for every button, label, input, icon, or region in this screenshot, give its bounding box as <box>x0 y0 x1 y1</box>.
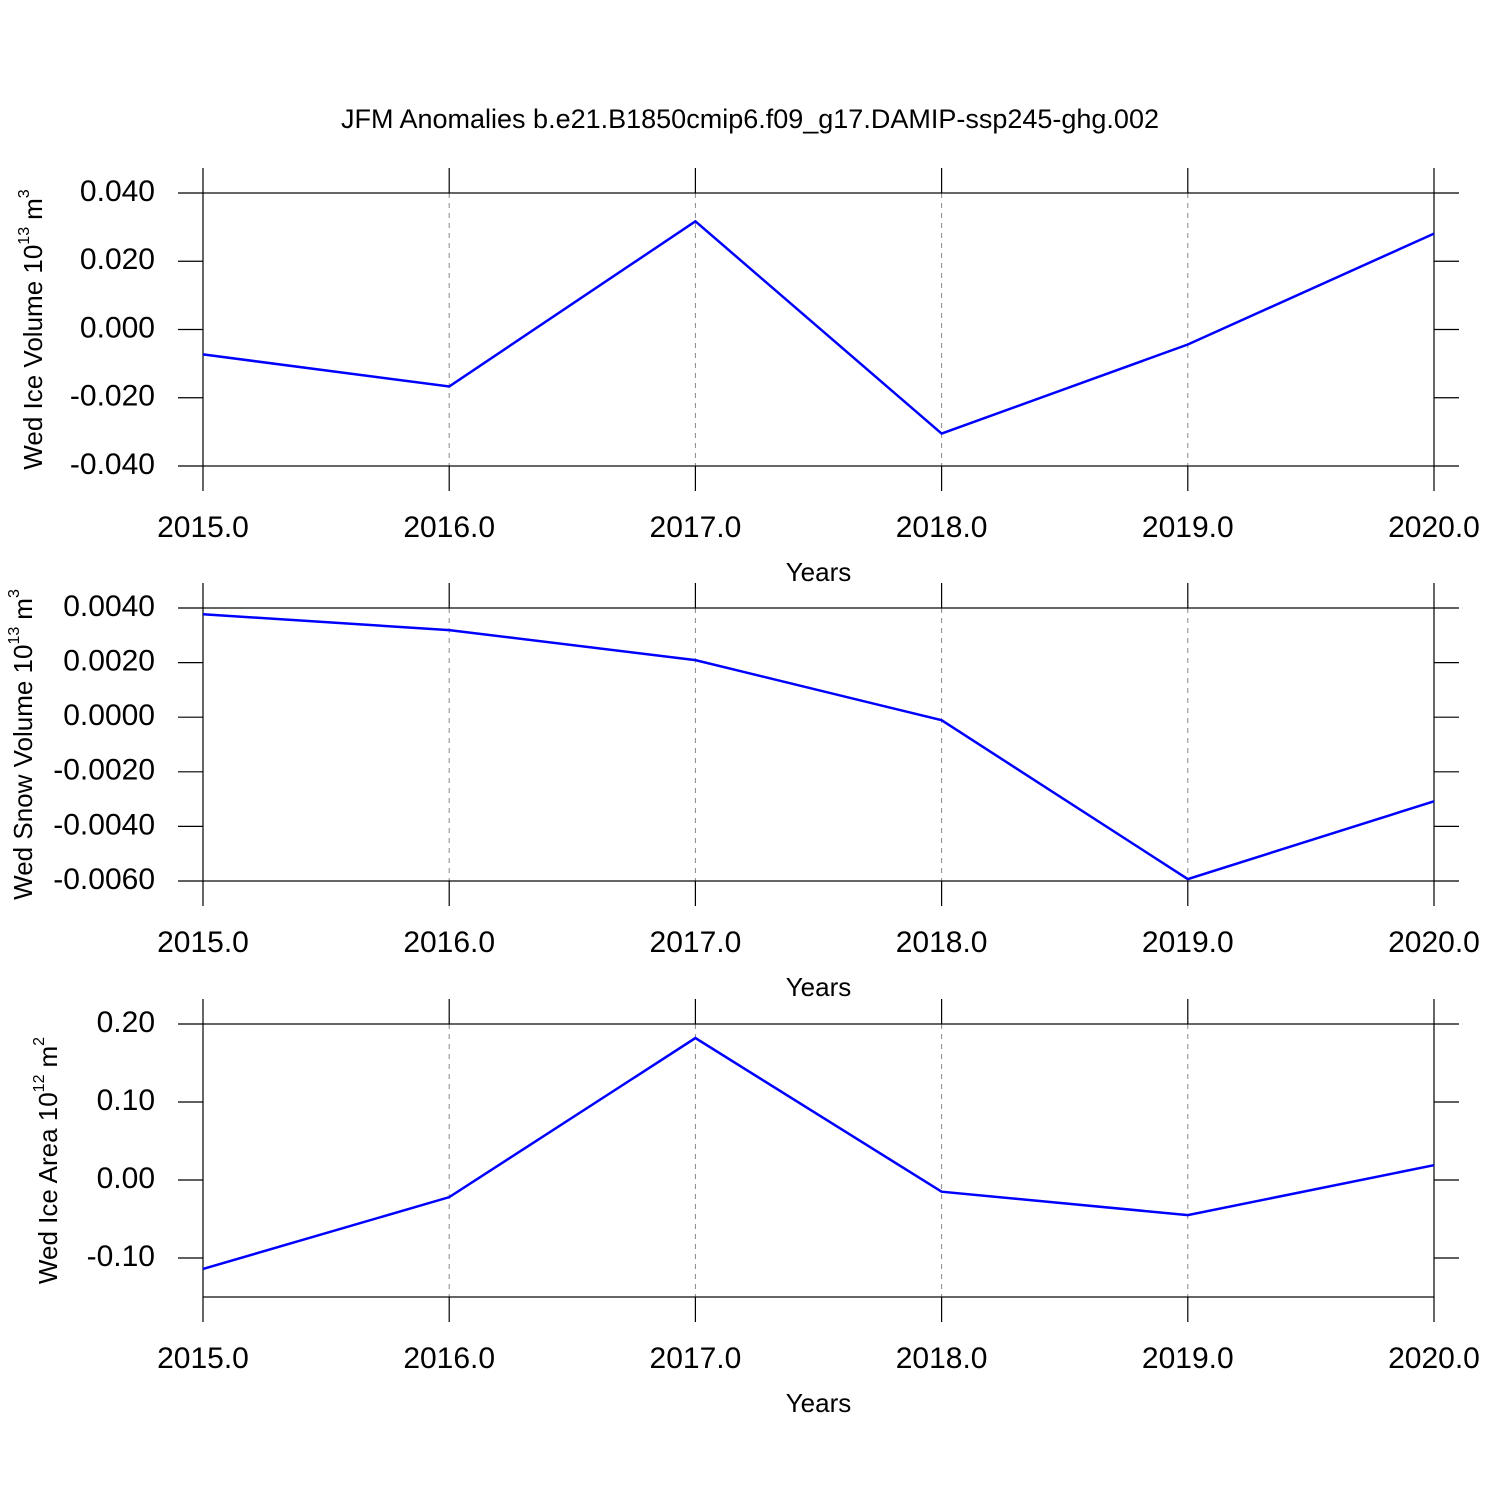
x-tick-label: 2018.0 <box>896 926 988 959</box>
panel: 2015.0 2016.0 2017.0 2018.0 2019.0 2020.0 -0.1… <box>31 999 1480 1418</box>
y-axis-title: Wed Snow Volume 1013 m3 <box>6 589 38 900</box>
x-axis-title: Years <box>786 972 852 1002</box>
x-tick-label: 2019.0 <box>1142 926 1234 959</box>
y-axis-title-unit-exponent: 2 <box>31 1037 48 1046</box>
x-tick-label: 2020.0 <box>1388 1342 1480 1375</box>
y-axis-title-exponent: 13 <box>16 227 33 245</box>
x-tick-label: 2016.0 <box>403 1342 495 1375</box>
y-axis-title-unit: m <box>8 598 38 620</box>
y-tick-label: -0.0040 <box>53 808 155 841</box>
y-axis-title-text: Wed Snow Volume 10 <box>8 645 38 900</box>
y-axis-title: Wed Ice Volume 1013 m3 <box>16 189 48 469</box>
y-tick-label: -0.10 <box>87 1240 155 1273</box>
y-axis-title-unit-exponent: 3 <box>6 589 23 598</box>
x-tick-label: 2018.0 <box>896 511 988 544</box>
y-tick-label: 0.0000 <box>63 699 155 732</box>
y-axis-title-unit: m <box>18 198 48 220</box>
y-tick-label: -0.0020 <box>53 754 155 787</box>
y-axis-title-exponent: 12 <box>31 1074 48 1092</box>
x-tick-label: 2015.0 <box>157 511 249 544</box>
x-tick-label: 2018.0 <box>896 1342 988 1375</box>
x-axis-title: Years <box>786 1388 852 1418</box>
x-axis-title: Years <box>786 557 852 587</box>
y-axis-title-text: Wed Ice Volume 10 <box>18 245 48 470</box>
y-axis-title-exponent: 13 <box>6 627 23 645</box>
y-axis-title-unit: m <box>33 1046 63 1068</box>
y-axis-title-text: Wed Ice Area 10 <box>33 1092 63 1284</box>
panel: 2015.0 2016.0 2017.0 2018.0 2019.0 2020.0 -0.0… <box>6 583 1480 1002</box>
data-line <box>202 613 1435 881</box>
plot-frame <box>202 607 1435 882</box>
x-tick-label: 2019.0 <box>1142 511 1234 544</box>
x-tick-label: 2015.0 <box>157 926 249 959</box>
y-tick-label: 0.0040 <box>63 590 155 623</box>
x-tick-label: 2015.0 <box>157 1342 249 1375</box>
data-line <box>202 219 1435 436</box>
y-tick-label: 0.0020 <box>63 645 155 678</box>
y-tick-label: 0.040 <box>80 175 155 208</box>
y-tick-label: 0.20 <box>97 1006 155 1039</box>
x-tick-label: 2017.0 <box>650 511 742 544</box>
panel: 2015.0 2016.0 2017.0 2018.0 2019.0 2020.0 -0.0… <box>16 168 1480 587</box>
y-tick-label: 0.00 <box>97 1162 155 1195</box>
x-tick-label: 2020.0 <box>1388 511 1480 544</box>
x-tick-label: 2016.0 <box>403 511 495 544</box>
y-tick-label: 0.10 <box>97 1084 155 1117</box>
x-tick-label: 2019.0 <box>1142 1342 1234 1375</box>
x-tick-label: 2017.0 <box>650 1342 742 1375</box>
y-axis-title-unit-exponent: 3 <box>16 189 33 198</box>
plot-frame <box>202 1023 1435 1298</box>
x-tick-label: 2017.0 <box>650 926 742 959</box>
data-line <box>202 1036 1435 1271</box>
x-tick-label: 2020.0 <box>1388 926 1480 959</box>
figure-title: JFM Anomalies b.e21.B1850cmip6.f09_g17.D… <box>341 104 1159 134</box>
y-tick-label: -0.020 <box>70 380 155 413</box>
y-tick-label: -0.0060 <box>53 863 155 896</box>
y-tick-label: 0.000 <box>80 311 155 344</box>
plot-frame <box>202 192 1435 467</box>
y-tick-label: 0.020 <box>80 243 155 276</box>
y-axis-title: Wed Ice Area 1012 m2 <box>31 1037 63 1284</box>
y-tick-label: -0.040 <box>70 448 155 481</box>
x-tick-label: 2016.0 <box>403 926 495 959</box>
